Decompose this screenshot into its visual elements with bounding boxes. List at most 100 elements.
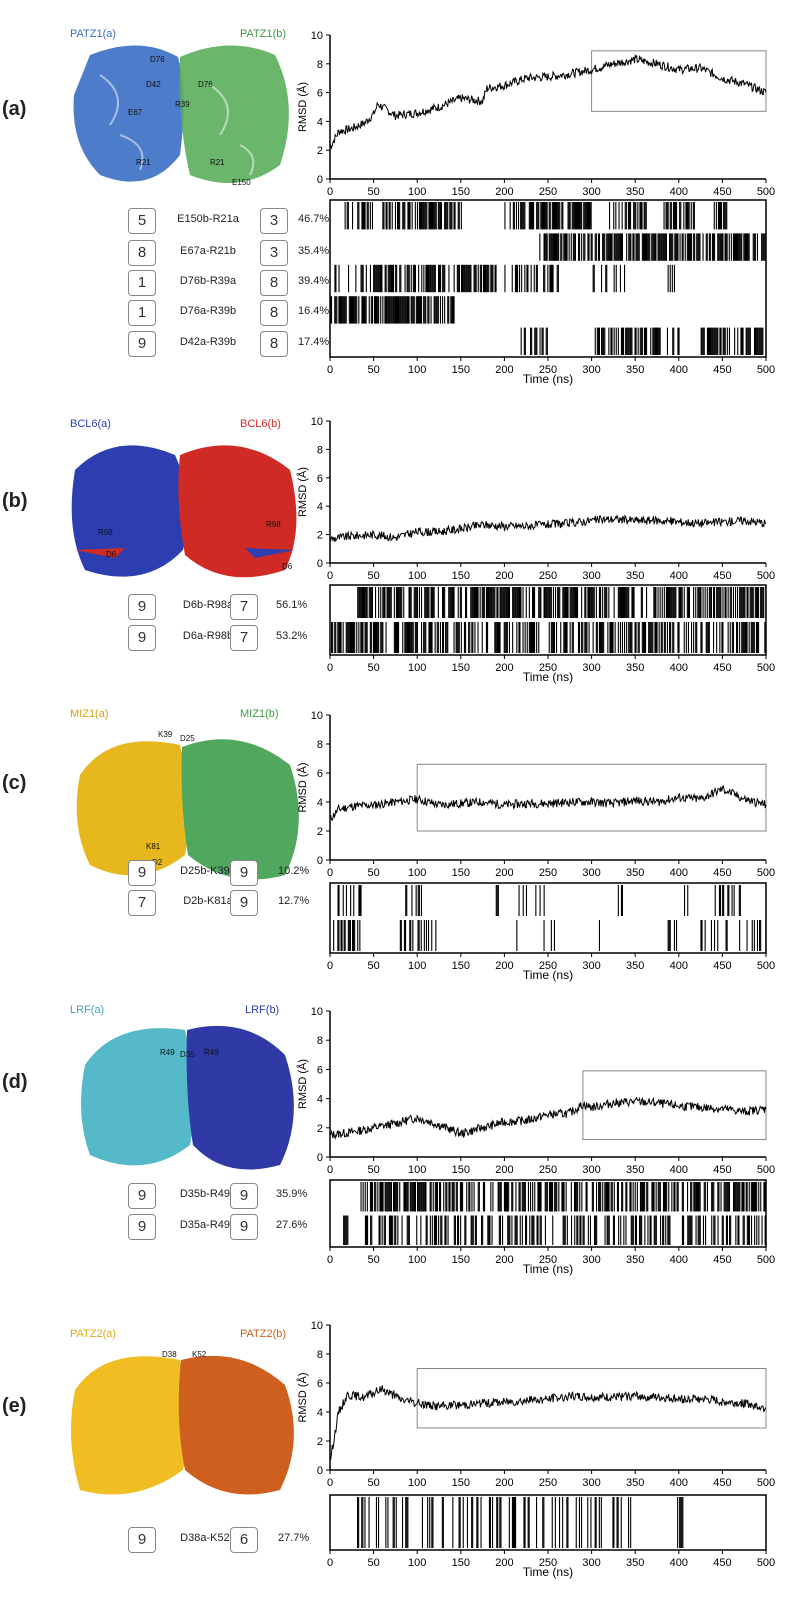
salt-bridge-name: D6a-R98b [182,630,234,642]
occupancy-percent: 53.2% [276,630,308,642]
salt-bridge-row: 9 D35a-R49b 9 27.6% [128,1214,328,1240]
residue-label: D6 [106,550,117,559]
salt-bridge-row: 7 D2b-K81a 9 12.7% [128,890,328,916]
occupancy-percent: 35.9% [276,1188,308,1200]
residue-label: R21 [136,158,151,167]
residue-label: D25 [180,734,195,743]
chain-a-label: MIZ1(a) [70,708,109,720]
count-box-left: 1 [128,300,156,326]
salt-bridge-row: 9 D6b-R98a 7 56.1% [128,594,328,620]
count-box-right: 8 [260,270,288,296]
salt-bridge-name: D42a-R39b [179,336,237,348]
salt-bridge-row: 9 D6a-R98b 7 53.2% [128,625,328,651]
occupancy-percent: 17.4% [298,336,330,348]
count-box-right: 3 [260,208,288,234]
chain-a-label: BCL6(a) [70,418,111,430]
residue-label: R39 [175,100,190,109]
count-box-right: 3 [260,240,288,266]
residue-label: D6 [282,562,293,571]
chain-a-label: PATZ1(a) [70,28,117,40]
salt-bridge-row: 9 D38a-K52b 6 27.7% [128,1527,328,1553]
panel-c: (c) MIZ1(a) MIZ1(b) K39 D25 K81 D2 9 D25… [0,690,793,990]
salt-bridge-name: D25b-K39a [180,865,236,877]
occupancy-percent: 12.7% [278,895,310,907]
residue-label: D76 [198,80,213,89]
count-box-right: 8 [260,300,288,326]
occupancy-percent: 39.4% [298,275,330,287]
salt-bridge-name: D35a-R49b [179,1219,237,1231]
salt-bridge-row: 8 E67a-R21b 3 35.4% [128,240,330,266]
residue-label: R98 [266,520,281,529]
salt-bridge-name: D76a-R39b [179,305,237,317]
residue-label: E67 [128,108,143,117]
residue-label: R49 [160,1048,175,1057]
occupancy-percent: 27.6% [276,1219,308,1231]
count-box-right: 9 [230,890,258,916]
count-box-right: 8 [260,331,288,357]
salt-bridge-name: E150b-R21a [177,213,239,225]
occupancy-percent: 16.4% [298,305,330,317]
panel-label: (c) [2,772,27,794]
salt-bridge-row: 9 D25b-K39a 9 10.2% [128,860,328,886]
residue-label: D2 [152,858,163,867]
salt-bridge-row: 1 D76a-R39b 8 16.4% [128,300,330,326]
count-box-right: 9 [230,860,258,886]
occupancy-percent: 35.4% [298,245,330,257]
panel-label: (e) [2,1395,27,1417]
count-box-right: 7 [230,625,258,651]
residue-label: D35 [180,1050,195,1059]
count-box-right: 9 [230,1183,258,1209]
panel-label: (a) [2,98,27,120]
salt-bridge-name: D6b-R98a [182,599,234,611]
protein-structure-image [81,1025,294,1170]
residue-label: R49 [204,1048,219,1057]
count-box-left: 9 [128,1527,156,1553]
salt-bridge-name: E67a-R21b [180,245,236,257]
chain-b-label: PATZ1(b) [240,28,287,40]
panel-e: (e) PATZ2(a) PATZ2(b) D38 K52 9 D38a-K52… [0,1290,793,1597]
count-box-left: 9 [128,331,156,357]
occupancy-percent: 10.2% [278,865,310,877]
count-box-right: 9 [230,1214,258,1240]
chain-b-label: MIZ1(b) [240,708,279,720]
salt-bridge-name: D35b-R49a [179,1188,237,1200]
count-box-left: 5 [128,208,156,234]
count-box-left: 9 [128,594,156,620]
protein-structure-image [73,45,289,183]
occupancy-percent: 27.7% [278,1532,310,1544]
salt-bridge-row: 9 D35b-R49a 9 35.9% [128,1183,328,1209]
count-box-right: 7 [230,594,258,620]
chain-b-label: LRF(b) [245,1004,280,1016]
panel-d: (d) LRF(a) LRF(b) R49 D35 R49 9 D35b-R49… [0,990,793,1290]
chain-b-label: BCL6(b) [240,418,281,430]
count-box-left: 9 [128,1214,156,1240]
count-box-left: 7 [128,890,156,916]
residue-label: R21 [210,158,225,167]
salt-bridge-row: 9 D42a-R39b 8 17.4% [128,331,330,357]
protein-structure-image [76,739,299,880]
occupancy-percent: 46.7% [298,213,330,225]
residue-label: K81 [146,842,161,851]
panel-label: (b) [2,490,28,512]
salt-bridge-row: 5 E150b-R21a 3 46.7% [128,208,330,234]
count-box-left: 1 [128,270,156,296]
residue-label: K39 [158,730,173,739]
count-box-right: 6 [230,1527,258,1553]
residue-label: K52 [192,1350,207,1359]
count-box-left: 9 [128,860,156,886]
residue-label: D42 [146,80,161,89]
protein-structure-image [71,1355,294,1495]
count-box-left: 9 [128,625,156,651]
salt-bridge-name: D38a-K52b [180,1532,236,1544]
panel-a: (a) PATZ1(a) PATZ1(b) D76 D42 D76 R39 E6… [0,0,793,390]
salt-bridge-name: D2b-K81a [183,895,233,907]
panel-label: (d) [2,1071,28,1093]
chain-a-label: LRF(a) [70,1004,105,1016]
salt-bridge-name: D76b-R39a [179,275,237,287]
chain-a-label: PATZ2(a) [70,1328,117,1340]
residue-label: E150 [232,178,251,187]
residue-label: R98 [98,528,113,537]
count-box-left: 8 [128,240,156,266]
residue-label: D76 [150,55,165,64]
protein-structure-image [71,445,297,578]
